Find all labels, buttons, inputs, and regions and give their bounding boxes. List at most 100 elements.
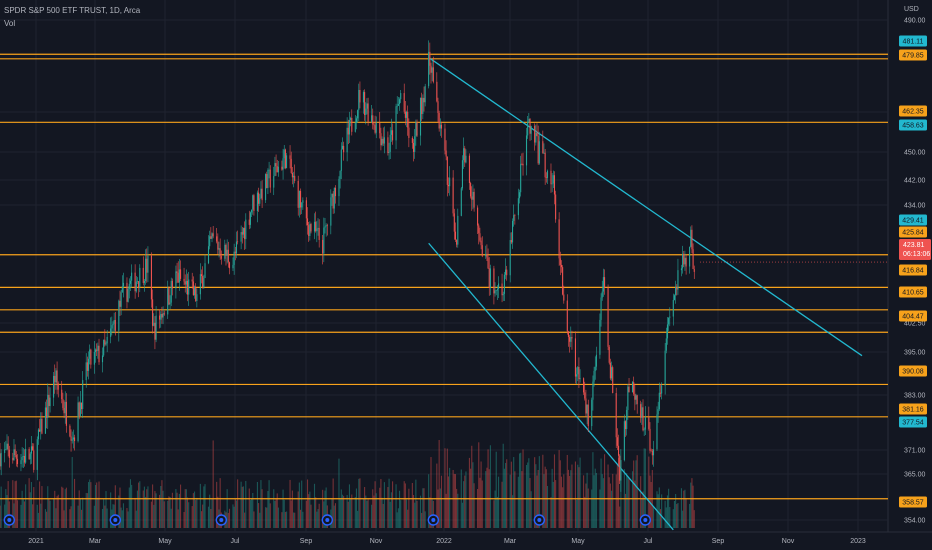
candle-body — [162, 313, 164, 318]
candle-body — [495, 290, 497, 292]
volume-bar — [167, 500, 169, 528]
price-tag[interactable]: 390.08 — [899, 365, 927, 377]
candle-body — [364, 92, 366, 115]
candle-body — [48, 394, 50, 407]
candle-body — [225, 244, 227, 256]
price-tag[interactable]: 404.47 — [899, 310, 927, 322]
price-tag[interactable]: 462.35 — [899, 105, 927, 117]
volume-bar — [49, 500, 51, 528]
candle-body — [558, 219, 560, 259]
volume-bar — [436, 463, 438, 528]
volume-bar — [659, 509, 662, 528]
candle-body — [534, 125, 536, 143]
price-tag[interactable]: 429.41 — [899, 214, 927, 226]
price-tag[interactable]: 481.11 — [899, 35, 927, 47]
price-tag[interactable]: 410.65 — [899, 286, 927, 298]
candle-body — [261, 188, 263, 201]
price-tag[interactable]: 479.85 — [899, 49, 927, 61]
candle-body — [513, 215, 515, 221]
volume-bar — [587, 488, 589, 528]
volume-bar — [241, 486, 243, 528]
volume-bar — [110, 492, 112, 528]
volume-bar — [138, 482, 140, 528]
price-tag[interactable]: 381.16 — [899, 403, 927, 415]
price-tag[interactable]: 425.84 — [899, 226, 927, 238]
candle-body — [29, 453, 31, 460]
candle-body — [650, 450, 652, 452]
time-axis[interactable]: 2021 Mar May Jul Sep Nov 2022 Mar May Jul Sep Nov 20… — [28, 538, 866, 545]
candle-body — [248, 219, 250, 225]
volume-bar — [252, 492, 254, 528]
candle-body — [407, 111, 409, 128]
price-tag[interactable]: 377.54 — [899, 416, 927, 428]
volume-bar — [185, 489, 187, 528]
candle-body — [71, 439, 73, 441]
volume-bar — [292, 512, 295, 528]
candle-body — [306, 218, 309, 226]
candle-body — [106, 336, 108, 344]
trend-line-upper-descending[interactable] — [429, 57, 863, 357]
volume-bar — [216, 481, 218, 528]
candle-body — [281, 166, 283, 170]
price-tag-label: 458.63 — [902, 123, 924, 130]
candle-body — [23, 456, 26, 463]
candle-body — [25, 448, 27, 463]
volume-markers — [3, 514, 652, 526]
volume-bar — [457, 493, 459, 528]
candle-body — [661, 385, 663, 394]
y-tick-label: 442.00 — [904, 178, 926, 185]
volume-bar — [365, 495, 367, 528]
volume-bar — [392, 481, 394, 528]
candle-body — [204, 263, 206, 278]
volume-bar — [87, 482, 90, 528]
candle-body — [536, 133, 538, 136]
y-tick-label: 434.00 — [904, 203, 926, 210]
volume-bar — [12, 480, 14, 528]
volume-bar — [0, 505, 1, 528]
volume-bar — [693, 510, 695, 528]
last-price-tag[interactable]: 423.81 06:13:06 — [899, 239, 931, 260]
price-tag[interactable]: 358.57 — [899, 496, 927, 508]
candle-body — [461, 160, 464, 189]
price-tag[interactable]: 458.63 — [899, 119, 927, 131]
candle-body — [511, 220, 514, 243]
volume-bar — [103, 499, 105, 528]
candle-body — [522, 163, 524, 166]
volume-bar — [199, 483, 201, 528]
candle-body — [315, 221, 317, 232]
volume-bar — [530, 491, 532, 528]
volume-bar — [63, 510, 65, 528]
volume-bar — [217, 496, 219, 528]
price-tag[interactable]: 416.84 — [899, 264, 927, 276]
candle-body — [685, 257, 687, 267]
candle-body — [77, 402, 79, 442]
symbol-title[interactable]: SPDR S&P 500 ETF TRUST, 1D, Arca — [4, 6, 141, 15]
volume-label[interactable]: Vol — [4, 19, 16, 28]
volume-bar — [136, 490, 139, 528]
candle-body — [103, 339, 105, 356]
candle-body — [486, 253, 488, 258]
candle-body — [44, 407, 46, 434]
candle-body — [396, 105, 398, 107]
candle-body — [473, 191, 475, 208]
candle-body — [331, 193, 333, 198]
volume-bar — [85, 492, 87, 528]
volume-bar — [416, 500, 418, 528]
volume-bar — [509, 474, 511, 528]
candle-body — [228, 262, 231, 269]
volume-bar — [683, 490, 685, 528]
candle-body — [485, 253, 487, 257]
candle-body — [64, 401, 66, 414]
volume-bar — [93, 505, 95, 528]
volume-bar — [446, 448, 448, 528]
candle-body — [609, 362, 611, 379]
volume-bar — [114, 485, 116, 528]
candle-body — [604, 277, 606, 288]
trend-line-lower-descending[interactable] — [428, 242, 674, 531]
candle-body — [591, 399, 593, 427]
candle-body — [316, 228, 318, 232]
candle-body — [463, 148, 465, 161]
candle-body — [689, 246, 691, 267]
volume-bar — [152, 484, 154, 528]
